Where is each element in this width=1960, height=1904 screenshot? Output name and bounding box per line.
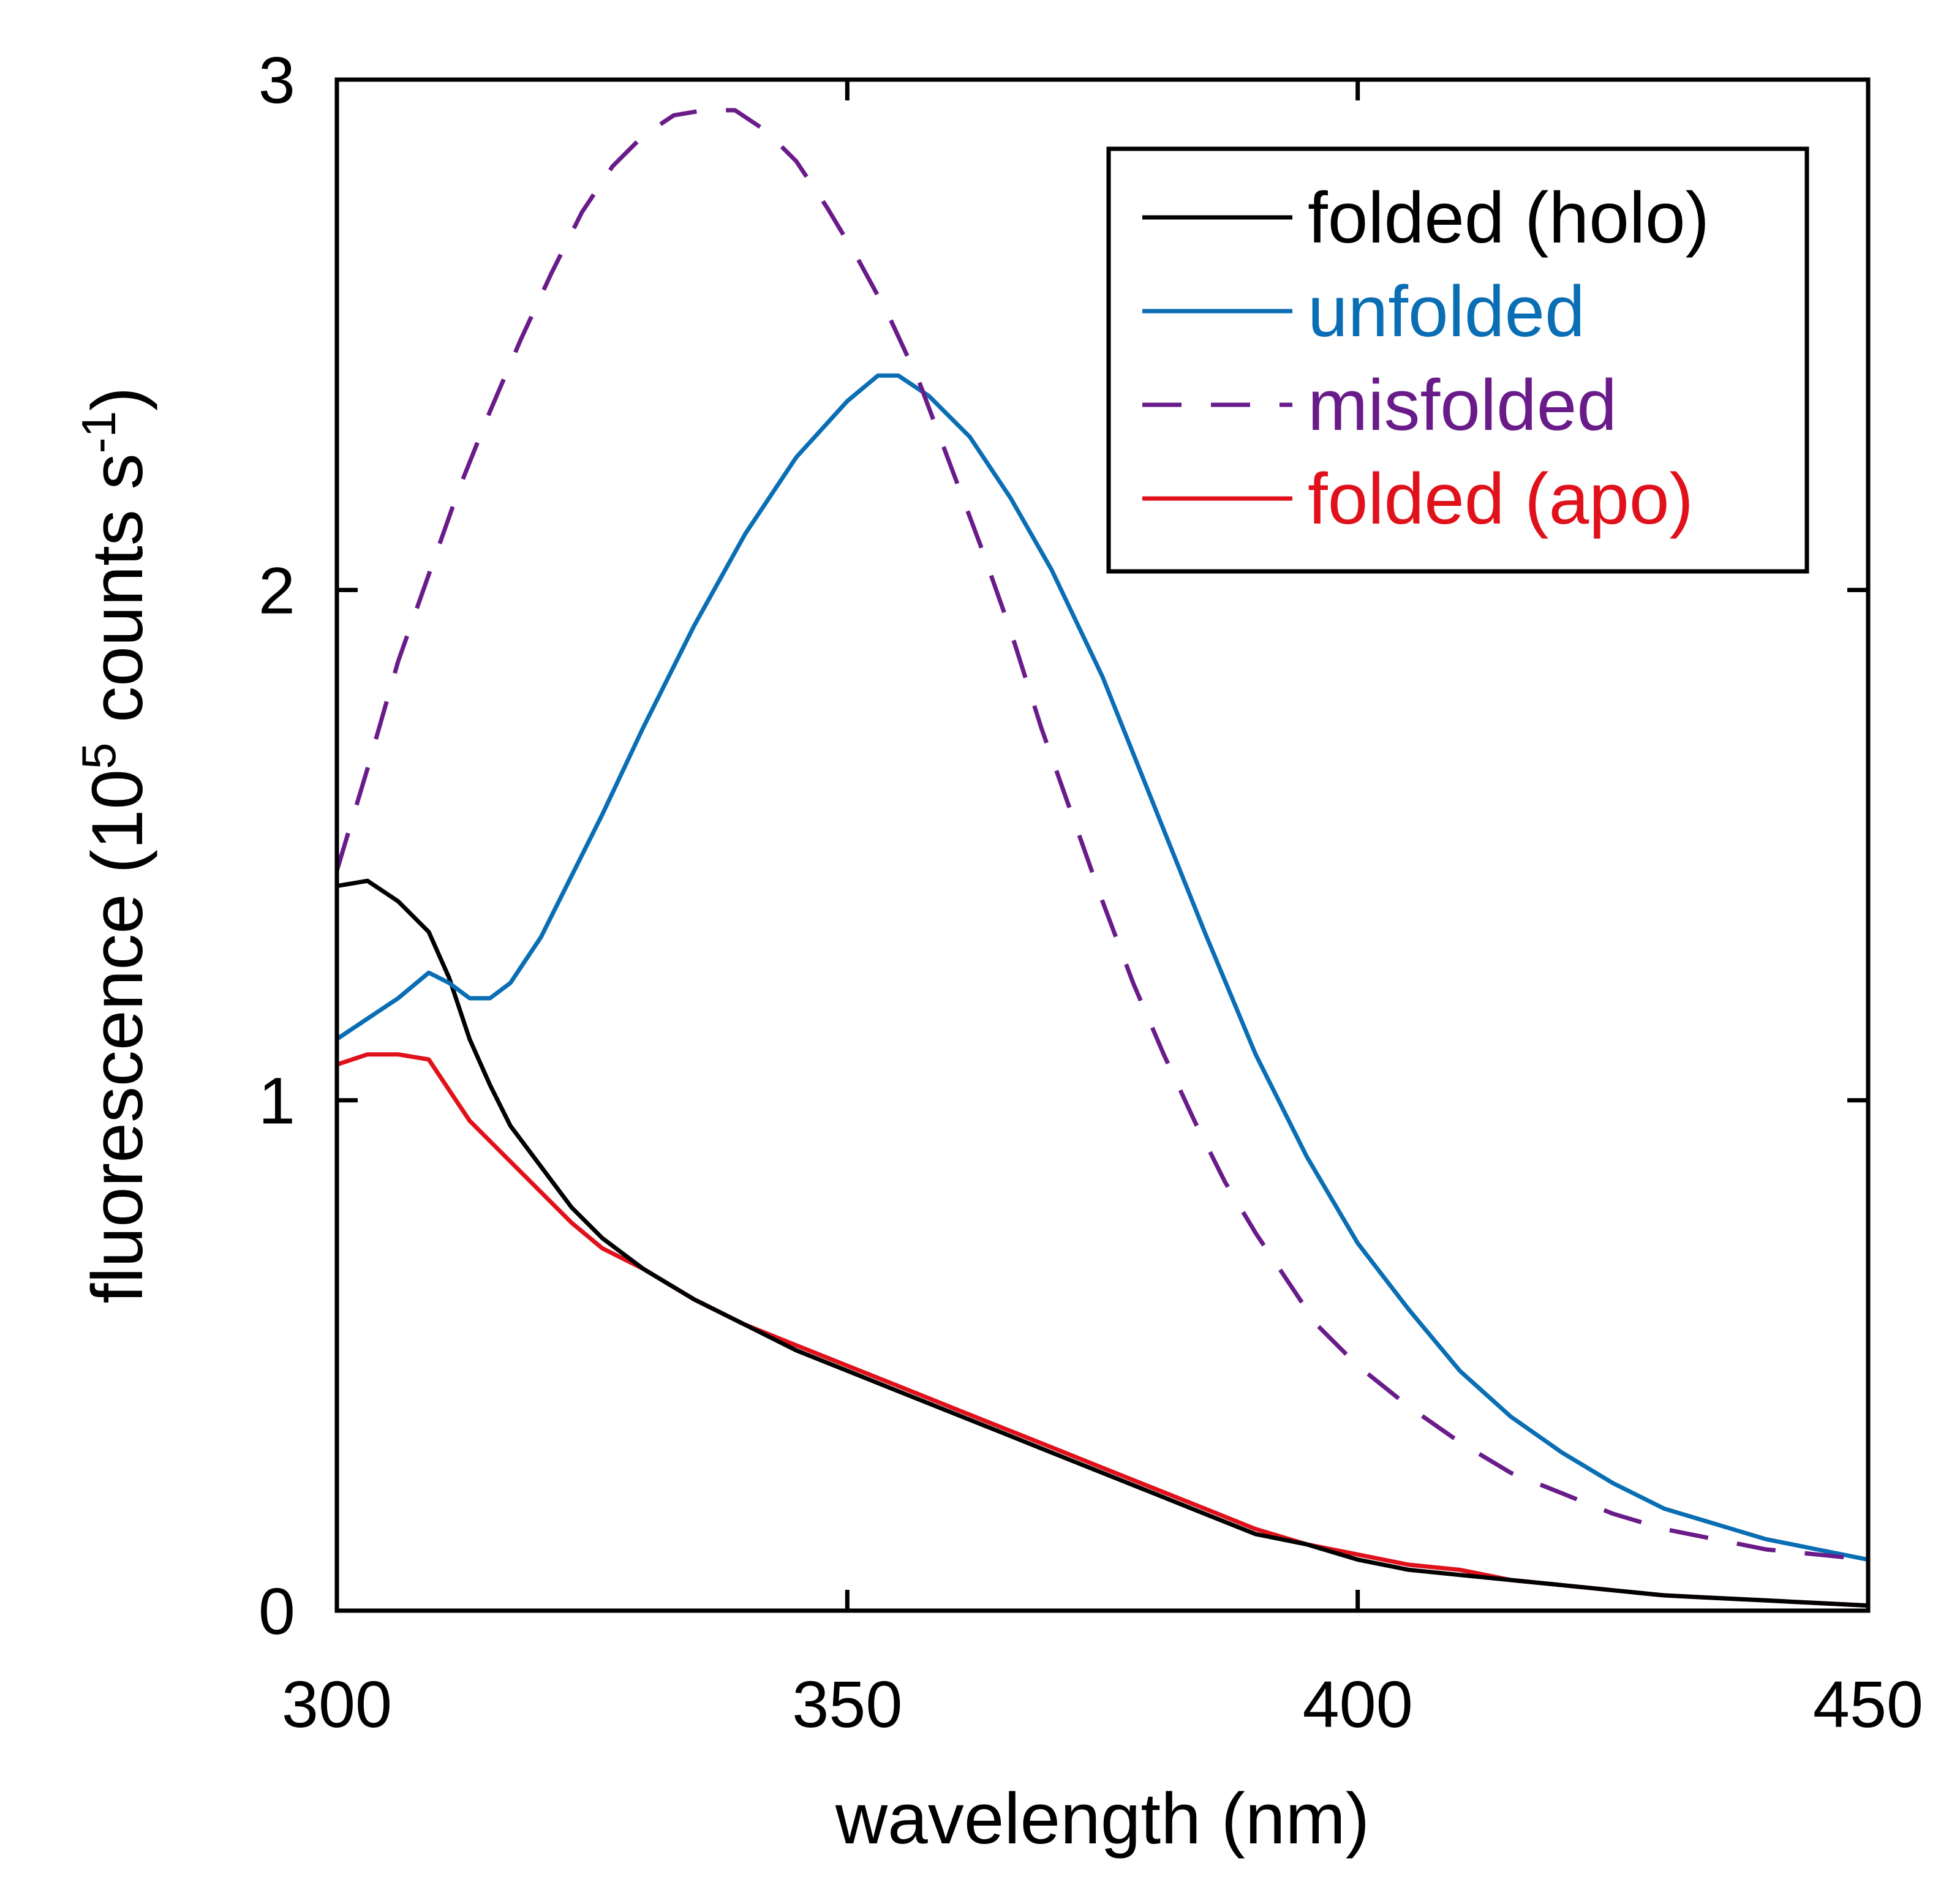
y-tick-label: 0 [258, 1574, 295, 1648]
x-tick-label: 450 [1813, 1667, 1923, 1741]
y-axis-label-exponent2: -1 [72, 411, 126, 453]
series-line-unfolded [336, 373, 1869, 1562]
y-axis-label-middle: counts s [77, 453, 158, 742]
y-tick-label: 2 [258, 553, 295, 627]
x-tick-label: 300 [282, 1667, 392, 1741]
series-line-folded-holo [336, 878, 1869, 1608]
legend: folded (holo) unfolded misfolded folded … [1106, 146, 1809, 574]
x-tick-label: 400 [1303, 1667, 1413, 1741]
legend-label-misfolded: misfolded [1308, 365, 1617, 446]
legend-label-unfolded: unfolded [1308, 271, 1585, 352]
y-tick-label: 3 [258, 43, 295, 117]
ticks-layer: 300 350 400 450 0 1 2 3 [258, 43, 1923, 1741]
y-axis-label-exponent: 5 [72, 743, 126, 769]
y-axis-label-prefix: fluorescence (10 [77, 769, 158, 1303]
legend-label-folded-apo: folded (apo) [1308, 459, 1694, 540]
series-layer [334, 108, 1869, 1608]
plot-frame [334, 77, 1871, 1613]
x-tick-label: 350 [792, 1667, 902, 1741]
y-tick-label: 1 [258, 1064, 295, 1138]
y-axis-label-suffix: ) [77, 387, 158, 411]
x-axis-label: wavelength (nm) [835, 1778, 1370, 1859]
series-line-misfolded [334, 108, 1869, 1562]
y-axis-label: fluorescence (105 counts s-1) [72, 387, 158, 1304]
legend-label-folded-holo: folded (holo) [1308, 178, 1709, 258]
